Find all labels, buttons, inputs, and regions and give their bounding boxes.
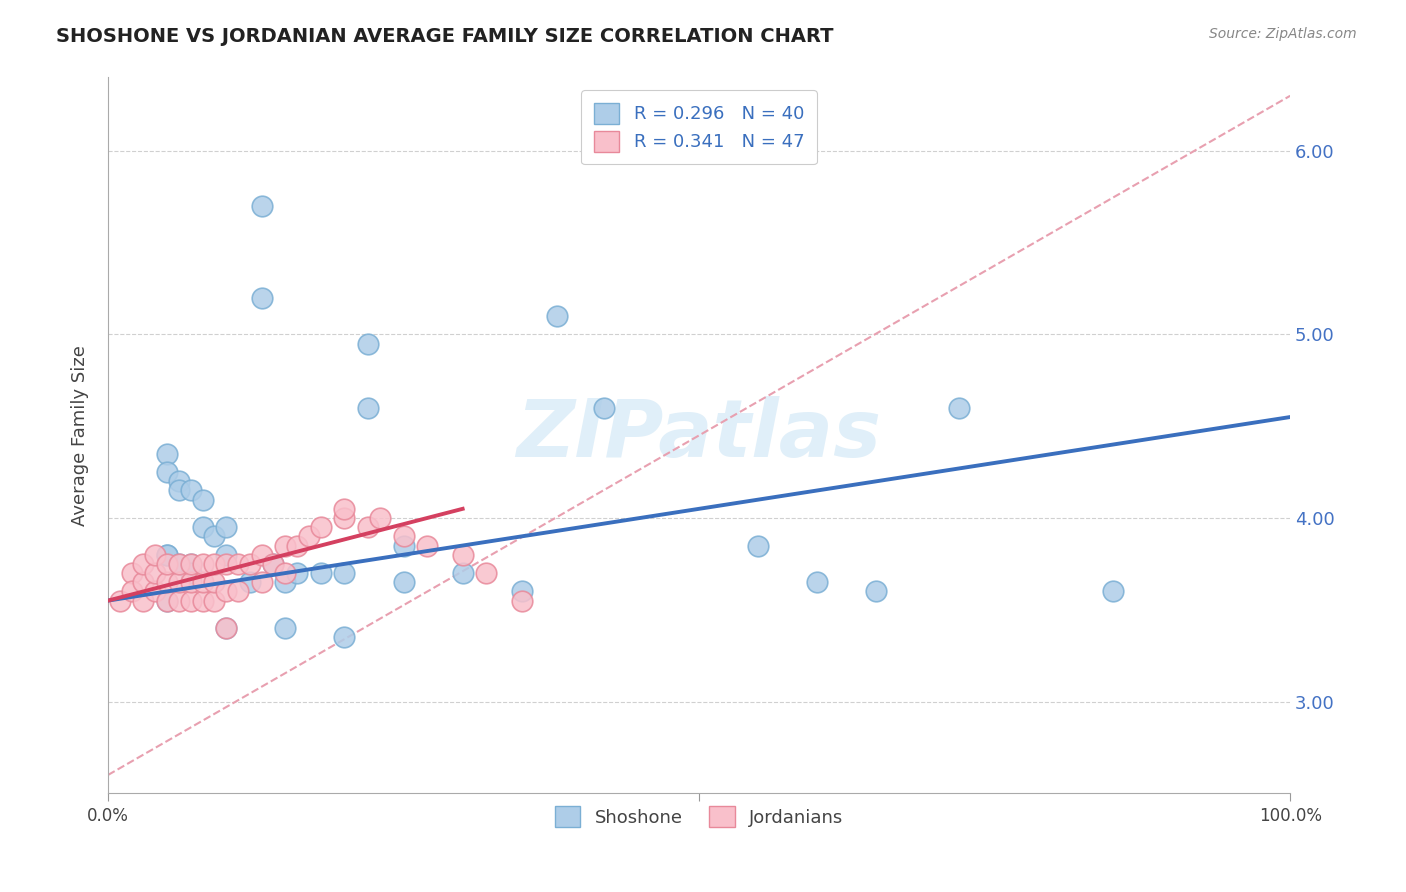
Point	[546, 309, 568, 323]
Point	[156, 447, 179, 461]
Point	[132, 557, 155, 571]
Text: Source: ZipAtlas.com: Source: ZipAtlas.com	[1209, 27, 1357, 41]
Legend: Shoshone, Jordanians: Shoshone, Jordanians	[547, 799, 851, 834]
Point	[167, 575, 190, 590]
Point	[167, 557, 190, 571]
Point	[215, 621, 238, 635]
Point	[215, 520, 238, 534]
Point	[309, 566, 332, 580]
Point	[191, 520, 214, 534]
Text: ZIPatlas: ZIPatlas	[516, 396, 882, 475]
Point	[167, 475, 190, 489]
Point	[202, 575, 225, 590]
Point	[451, 566, 474, 580]
Point	[510, 584, 533, 599]
Point	[180, 566, 202, 580]
Point	[593, 401, 616, 415]
Point	[392, 529, 415, 543]
Y-axis label: Average Family Size: Average Family Size	[72, 345, 89, 525]
Point	[333, 566, 356, 580]
Point	[357, 336, 380, 351]
Point	[806, 575, 828, 590]
Point	[285, 539, 308, 553]
Point	[451, 548, 474, 562]
Point	[191, 557, 214, 571]
Point	[510, 593, 533, 607]
Point	[239, 557, 262, 571]
Point	[167, 557, 190, 571]
Point	[274, 566, 297, 580]
Point	[250, 548, 273, 562]
Point	[191, 575, 214, 590]
Point	[156, 575, 179, 590]
Point	[180, 557, 202, 571]
Point	[865, 584, 887, 599]
Point	[1101, 584, 1123, 599]
Text: SHOSHONE VS JORDANIAN AVERAGE FAMILY SIZE CORRELATION CHART: SHOSHONE VS JORDANIAN AVERAGE FAMILY SIZ…	[56, 27, 834, 45]
Point	[263, 557, 285, 571]
Point	[392, 575, 415, 590]
Point	[416, 539, 439, 553]
Point	[948, 401, 970, 415]
Point	[167, 483, 190, 498]
Point	[156, 593, 179, 607]
Point	[215, 557, 238, 571]
Point	[298, 529, 321, 543]
Point	[202, 529, 225, 543]
Point	[274, 621, 297, 635]
Point	[274, 575, 297, 590]
Point	[180, 593, 202, 607]
Point	[143, 548, 166, 562]
Point	[239, 575, 262, 590]
Point	[357, 401, 380, 415]
Point	[167, 593, 190, 607]
Point	[333, 501, 356, 516]
Point	[191, 492, 214, 507]
Point	[202, 593, 225, 607]
Point	[156, 465, 179, 479]
Point	[226, 557, 249, 571]
Point	[263, 557, 285, 571]
Point	[333, 630, 356, 644]
Point	[121, 566, 143, 580]
Point	[156, 593, 179, 607]
Point	[747, 539, 769, 553]
Point	[285, 566, 308, 580]
Point	[143, 584, 166, 599]
Point	[132, 593, 155, 607]
Point	[108, 593, 131, 607]
Point	[132, 575, 155, 590]
Point	[202, 557, 225, 571]
Point	[180, 557, 202, 571]
Point	[250, 291, 273, 305]
Point	[475, 566, 498, 580]
Point	[156, 557, 179, 571]
Point	[180, 483, 202, 498]
Point	[368, 511, 391, 525]
Point	[156, 548, 179, 562]
Point	[250, 575, 273, 590]
Point	[156, 548, 179, 562]
Point	[357, 520, 380, 534]
Point	[333, 511, 356, 525]
Point	[215, 584, 238, 599]
Point	[191, 593, 214, 607]
Point	[309, 520, 332, 534]
Point	[143, 566, 166, 580]
Point	[250, 199, 273, 213]
Point	[180, 575, 202, 590]
Point	[121, 584, 143, 599]
Point	[392, 539, 415, 553]
Point	[215, 621, 238, 635]
Point	[274, 539, 297, 553]
Point	[226, 584, 249, 599]
Point	[215, 548, 238, 562]
